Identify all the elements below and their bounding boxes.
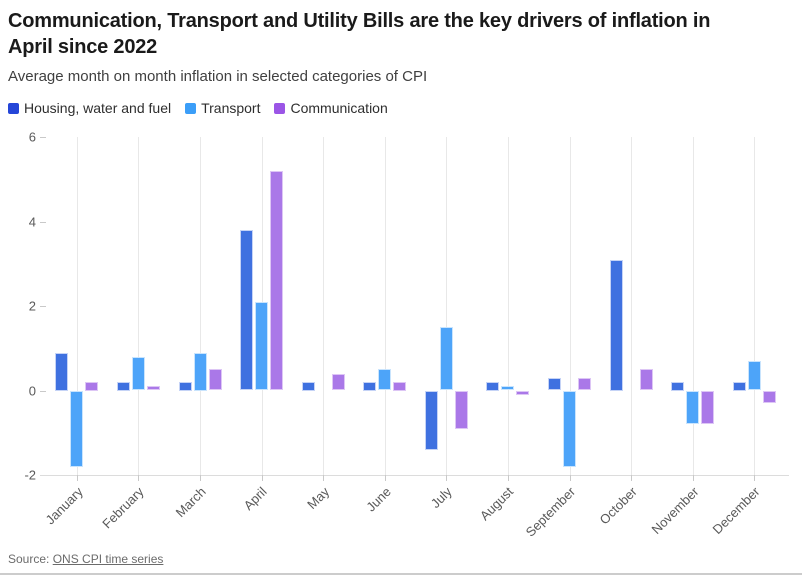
gridline-july bbox=[446, 137, 448, 475]
source-line: Source: ONS CPI time series bbox=[8, 552, 163, 566]
bar-communication-august[interactable] bbox=[516, 390, 530, 395]
bar-transport-june[interactable] bbox=[378, 369, 392, 391]
y-axis-tick-0 bbox=[40, 390, 46, 392]
y-axis-label--2: -2 bbox=[24, 467, 36, 483]
legend-item-transport: Transport bbox=[185, 100, 260, 116]
x-axis-label-november: November bbox=[648, 484, 702, 538]
bar-communication-march[interactable] bbox=[208, 369, 222, 391]
bar-transport-august[interactable] bbox=[501, 386, 515, 391]
bar-housing-december[interactable] bbox=[732, 382, 746, 391]
x-axis-tick-december bbox=[754, 475, 756, 481]
x-axis-tick-april bbox=[261, 475, 263, 481]
x-axis-label-july: July bbox=[427, 484, 455, 511]
gridline-december bbox=[754, 137, 756, 475]
y-axis-label-4: 4 bbox=[28, 214, 36, 229]
gridline-june bbox=[384, 137, 386, 475]
gridline-august bbox=[507, 137, 509, 475]
x-axis-line bbox=[40, 475, 789, 476]
x-axis-label-march: March bbox=[172, 484, 209, 521]
y-axis-tick-6 bbox=[40, 137, 46, 138]
legend-label-transport: Transport bbox=[201, 100, 261, 116]
x-axis-tick-january bbox=[76, 475, 78, 481]
bar-transport-december[interactable] bbox=[747, 360, 761, 391]
legend-item-communication: Communication bbox=[274, 100, 388, 116]
y-axis-tick-4 bbox=[40, 221, 46, 223]
chart-title: Communication, Transport and Utility Bil… bbox=[8, 10, 711, 58]
bar-housing-august[interactable] bbox=[486, 382, 500, 391]
bar-housing-july[interactable] bbox=[424, 390, 438, 450]
x-axis-tick-november bbox=[692, 475, 694, 481]
x-axis-tick-june bbox=[384, 475, 386, 481]
bar-communication-february[interactable] bbox=[146, 386, 160, 391]
gridline-november bbox=[692, 137, 694, 475]
bar-communication-october[interactable] bbox=[639, 369, 653, 391]
bar-communication-april[interactable] bbox=[270, 170, 283, 391]
x-axis-label-june: June bbox=[362, 484, 394, 515]
x-axis-tick-july bbox=[446, 475, 448, 481]
x-axis-tick-march bbox=[200, 475, 201, 481]
x-axis-tick-february bbox=[138, 475, 140, 481]
legend: Housing, water and fuel Transport Communic… bbox=[8, 100, 388, 116]
gridline-october bbox=[631, 137, 632, 475]
x-axis-tick-may bbox=[323, 475, 325, 481]
legend-swatch-communication bbox=[274, 102, 286, 114]
y-axis-label-0: 0 bbox=[28, 383, 36, 398]
legend-swatch-housing bbox=[8, 102, 19, 114]
bar-housing-may[interactable] bbox=[301, 382, 315, 391]
bar-transport-september[interactable] bbox=[563, 390, 576, 467]
bar-transport-july[interactable] bbox=[439, 327, 453, 391]
bar-housing-october[interactable] bbox=[609, 259, 623, 391]
x-axis-label-february: February bbox=[99, 484, 148, 532]
chart-subtitle: Average month on month inflation in sele… bbox=[8, 68, 428, 85]
bar-communication-july[interactable] bbox=[454, 390, 468, 429]
bar-housing-march[interactable] bbox=[178, 382, 192, 391]
x-axis-tick-september bbox=[569, 475, 571, 481]
bar-transport-february[interactable] bbox=[131, 356, 145, 391]
x-axis-tick-august bbox=[507, 475, 509, 481]
bar-housing-april[interactable] bbox=[240, 229, 253, 391]
gridline-february bbox=[138, 137, 140, 475]
bar-transport-march[interactable] bbox=[193, 352, 207, 391]
source-link[interactable]: ONS CPI time series bbox=[52, 552, 164, 566]
gridline-september bbox=[569, 137, 571, 475]
source-prefix: Source: bbox=[8, 552, 53, 566]
bar-housing-january[interactable] bbox=[55, 352, 69, 391]
legend-swatch-transport bbox=[185, 102, 197, 114]
x-axis-label-december: December bbox=[709, 484, 763, 538]
y-axis-label-6: 6 bbox=[28, 129, 36, 145]
x-axis-tick-october bbox=[631, 475, 632, 481]
x-axis-label-august: August bbox=[477, 484, 517, 524]
x-axis-label-september: September bbox=[522, 484, 579, 540]
page-bottom-border bbox=[0, 573, 802, 575]
bar-transport-april[interactable] bbox=[255, 301, 268, 391]
bar-communication-november[interactable] bbox=[701, 390, 715, 425]
x-axis-label-may: May bbox=[303, 484, 332, 512]
bar-transport-november[interactable] bbox=[686, 390, 700, 425]
bar-housing-november[interactable] bbox=[671, 382, 685, 391]
bar-communication-may[interactable] bbox=[331, 373, 345, 391]
bar-housing-june[interactable] bbox=[363, 382, 377, 391]
bar-communication-june[interactable] bbox=[393, 382, 407, 391]
x-axis-label-january: January bbox=[42, 484, 86, 528]
x-axis-label-october: October bbox=[596, 484, 640, 528]
y-axis-tick-2 bbox=[40, 306, 46, 307]
bar-communication-january[interactable] bbox=[85, 382, 99, 391]
bar-transport-january[interactable] bbox=[70, 390, 84, 467]
bar-housing-september[interactable] bbox=[548, 377, 561, 391]
x-axis-label-april: April bbox=[241, 484, 271, 514]
gridline-may bbox=[323, 137, 325, 475]
gridline-march bbox=[200, 137, 201, 475]
bar-communication-september[interactable] bbox=[578, 377, 591, 391]
legend-item-housing: Housing, water and fuel bbox=[8, 100, 171, 116]
legend-label-housing: Housing, water and fuel bbox=[24, 100, 172, 116]
bar-housing-february[interactable] bbox=[116, 382, 130, 391]
gridline-january bbox=[76, 137, 78, 475]
y-axis-label-2: 2 bbox=[28, 298, 36, 314]
legend-label-communication: Communication bbox=[290, 100, 388, 116]
bar-communication-december[interactable] bbox=[762, 390, 776, 404]
